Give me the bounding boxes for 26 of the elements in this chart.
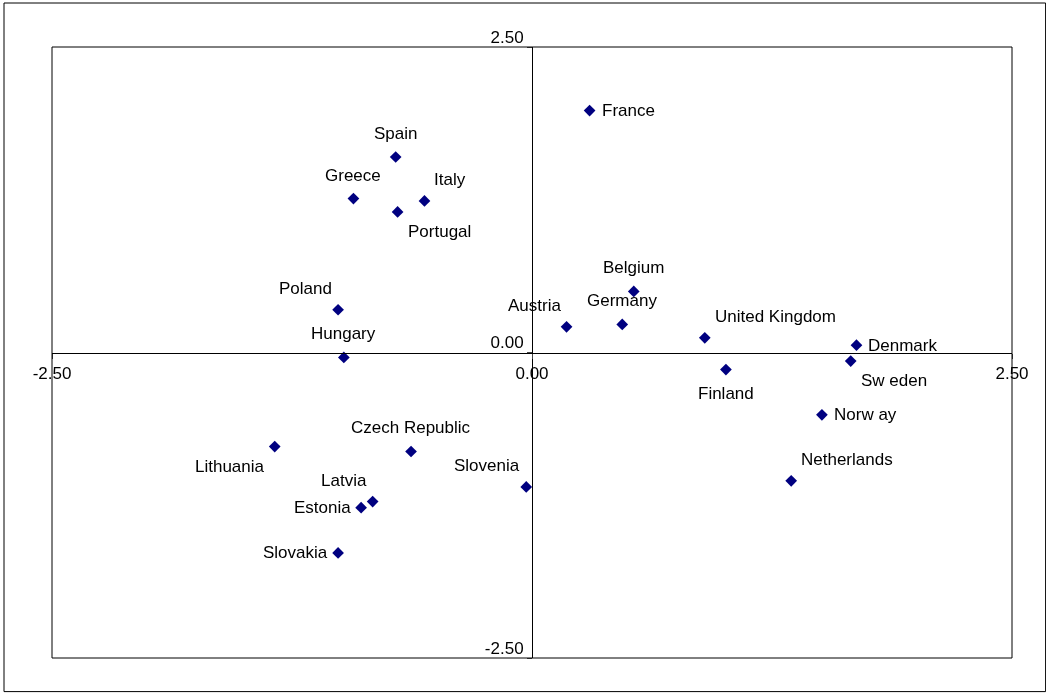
annotation: Lithuania — [195, 457, 265, 476]
annotation: United Kingdom — [715, 307, 836, 326]
annotation: Portugal — [408, 222, 472, 241]
annotation: Slovakia — [263, 543, 328, 562]
annotation: Netherlands — [801, 450, 893, 469]
annotation: Slovenia — [454, 456, 520, 475]
y-tick-label: -2.50 — [484, 638, 524, 658]
annotation: Spain — [374, 124, 418, 143]
annotation: Estonia — [294, 498, 352, 517]
annotation: Germany — [587, 291, 658, 310]
annotation: Belgium — [603, 258, 665, 277]
annotation: Czech Republic — [351, 418, 471, 437]
annotation: France — [602, 101, 655, 120]
x-tick-label: 2.50 — [995, 363, 1029, 383]
annotation: Denmark — [868, 336, 938, 355]
annotation: Norw ay — [834, 405, 897, 424]
annotation: Poland — [279, 279, 332, 298]
x-tick-label: -2.50 — [32, 363, 72, 383]
annotation: Sw eden — [861, 371, 928, 390]
y-tick-label: 0.00 — [490, 333, 524, 353]
annotation: Hungary — [311, 324, 376, 343]
annotation: Italy — [434, 170, 466, 189]
annotation: Greece — [325, 166, 381, 185]
y-tick-label: 2.50 — [490, 27, 524, 47]
annotation: Latvia — [321, 471, 367, 490]
annotation: Finland — [698, 384, 754, 403]
